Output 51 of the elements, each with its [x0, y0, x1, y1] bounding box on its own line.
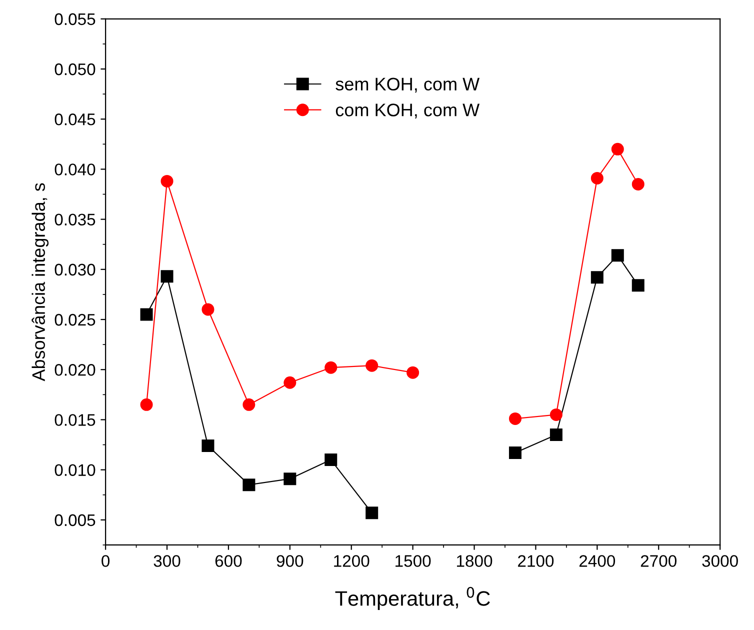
y-tick-label: 0.020 [54, 364, 96, 376]
point [508, 412, 522, 425]
point [202, 440, 214, 452]
point [632, 178, 644, 190]
x-tick-label: 300 [154, 555, 180, 567]
point [160, 270, 174, 283]
x-tick-label: 3000 [702, 555, 738, 567]
point [202, 303, 214, 316]
point [366, 359, 378, 372]
legend-label: sem KOH, com W [336, 78, 480, 93]
x-tick-label: 2700 [640, 555, 677, 567]
point [550, 428, 562, 441]
x-tick-label: 1800 [457, 555, 492, 567]
x-axis-title: Temperatura, $^{0}$C [335, 586, 490, 610]
y-axis-title: Absorvância integrada, s [32, 183, 49, 382]
x-tick-label: 2400 [579, 555, 616, 567]
point [140, 398, 153, 411]
y-tick-label: 0.035 [54, 214, 96, 226]
point [406, 366, 420, 379]
point [590, 271, 604, 284]
legend-label: com KOH, com W [336, 104, 480, 118]
y-tick-label: 0.025 [54, 314, 96, 326]
y-tick-label: 0.005 [54, 514, 96, 526]
point [590, 172, 604, 184]
point [611, 249, 624, 262]
point [508, 446, 522, 460]
point [611, 142, 624, 156]
y-tick-label: 0.040 [54, 164, 96, 176]
point [366, 506, 378, 520]
point [160, 174, 174, 188]
x-tick-label: 1200 [334, 555, 370, 567]
point [242, 478, 256, 492]
x-tick-label: 2100 [518, 555, 554, 567]
x-tick-label: 600 [215, 555, 242, 567]
point [324, 454, 338, 466]
y-tick-label: 0.030 [54, 264, 96, 276]
point [324, 361, 338, 374]
point [284, 472, 296, 486]
point [550, 408, 562, 421]
y-tick-label: 0.010 [54, 464, 96, 476]
y-tick-label: 0.045 [54, 114, 96, 126]
point [242, 398, 256, 411]
point [632, 279, 644, 292]
x-tick-label: 900 [276, 555, 304, 567]
y-tick-label: 0.015 [54, 414, 96, 426]
point [284, 376, 296, 389]
point [140, 308, 153, 321]
y-tick-label: 0.050 [54, 63, 96, 76]
x-tick-label: 0 [102, 555, 110, 567]
x-tick-label: 1500 [396, 555, 431, 567]
y-tick-label: 0.055 [54, 13, 96, 26]
